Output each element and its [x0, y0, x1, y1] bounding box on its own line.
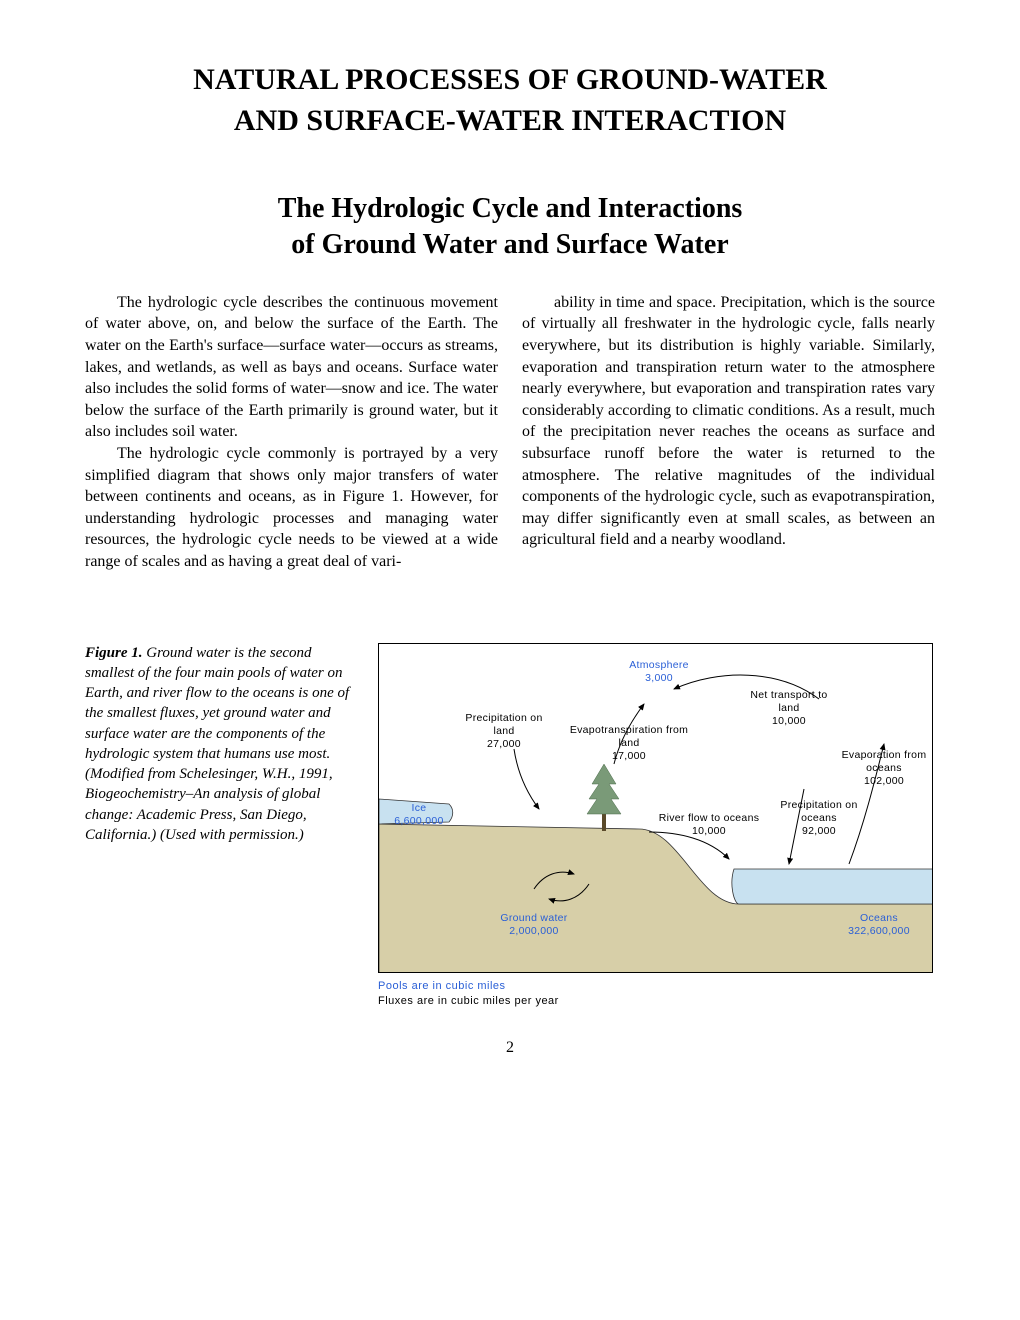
label-net-transport: Net transport to land 10,000 [739, 689, 839, 728]
figure-label: Figure 1. [85, 645, 143, 661]
figure-1: Figure 1. Ground water is the second sma… [85, 643, 935, 1010]
label-precip-land: Precipitation on land 27,000 [454, 712, 554, 751]
label-ground-water: Ground water 2,000,000 [479, 912, 589, 938]
tree-icon [587, 764, 621, 831]
para-2: The hydrologic cycle commonly is portray… [85, 443, 498, 573]
diagram-legend: Pools are in cubic miles Fluxes are in c… [378, 979, 935, 1010]
figure-caption: Figure 1. Ground water is the second sma… [85, 643, 360, 846]
column-left: The hydrologic cycle describes the conti… [85, 292, 498, 573]
subtitle-line-1: The Hydrologic Cycle and Interactions [278, 193, 743, 224]
label-precip-oceans: Precipitation on oceans 92,000 [774, 799, 864, 838]
para-3: ability in time and space. Precipitation… [522, 292, 935, 551]
figure-caption-text: Ground water is the second smallest of t… [85, 645, 349, 843]
title-line-1: NATURAL PROCESSES OF GROUND-WATER [193, 63, 827, 96]
body-columns: The hydrologic cycle describes the conti… [85, 292, 935, 573]
label-ice: Ice 6,600,000 [389, 802, 449, 828]
diagram-container: Atmosphere 3,000 Net transport to land 1… [378, 643, 935, 1010]
ocean-shape [732, 869, 933, 904]
subtitle-line-2: of Ground Water and Surface Water [291, 229, 728, 260]
label-oceans: Oceans 322,600,000 [829, 912, 929, 938]
para-1: The hydrologic cycle describes the conti… [85, 292, 498, 443]
label-evapo-land: Evapotranspiration from land 17,000 [564, 724, 694, 763]
label-evap-oceans: Evaporation from oceans 102,000 [839, 749, 929, 788]
hydrologic-diagram: Atmosphere 3,000 Net transport to land 1… [378, 643, 933, 973]
legend-fluxes: Fluxes are in cubic miles per year [378, 994, 935, 1009]
title-line-2: AND SURFACE-WATER INTERACTION [234, 104, 786, 137]
arrow-precip-land [514, 749, 539, 809]
page-number: 2 [85, 1039, 935, 1057]
label-river-flow: River flow to oceans 10,000 [644, 812, 774, 838]
main-title: NATURAL PROCESSES OF GROUND-WATER AND SU… [85, 60, 935, 141]
legend-pools: Pools are in cubic miles [378, 979, 935, 994]
subtitle: The Hydrologic Cycle and Interactions of… [85, 191, 935, 264]
label-atmosphere: Atmosphere 3,000 [609, 659, 709, 685]
column-right: ability in time and space. Precipitation… [522, 292, 935, 573]
